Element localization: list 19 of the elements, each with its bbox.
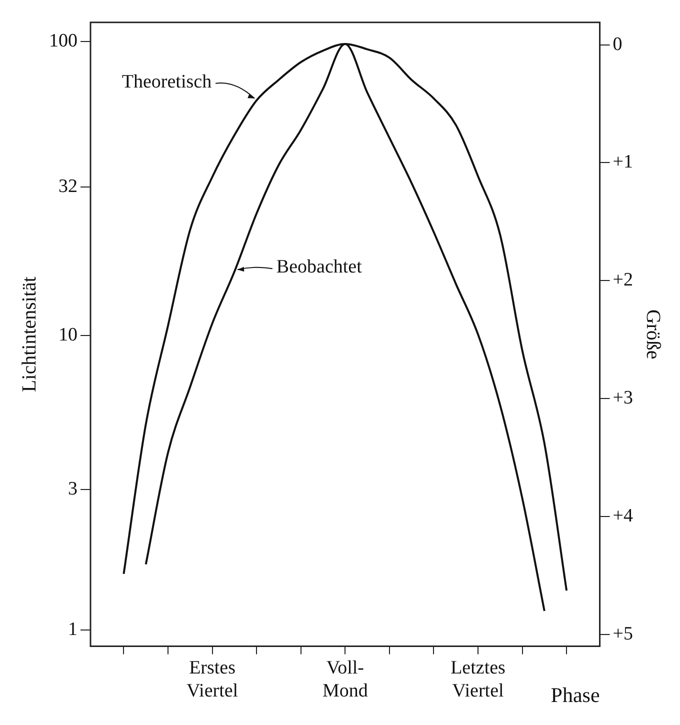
y2-tick-label: +2 <box>612 270 634 291</box>
y-tick-label: 100 <box>49 30 78 52</box>
text: Theoretisch <box>122 71 212 92</box>
y-tick-label: 32 <box>58 176 78 197</box>
y2-axis-title: Größe <box>642 309 664 360</box>
y2-tick-label: +3 <box>612 388 634 409</box>
x-tick-label: Erstes Viertel <box>186 658 238 702</box>
y-tick-label: 3 <box>68 478 78 500</box>
y-axis-title: Lichtintensität <box>18 276 40 392</box>
y2-tick-label: +1 <box>612 152 634 173</box>
x-tick-label: Letztes Viertel <box>450 658 506 702</box>
y2-tick-label: +5 <box>612 623 634 644</box>
x-axis-title: Phase <box>550 682 600 707</box>
y-tick-label: 1 <box>68 618 78 640</box>
y-tick-label: 10 <box>58 324 78 346</box>
y2-tick-label: +4 <box>612 505 634 526</box>
legend-label: Beobachtet <box>276 256 363 278</box>
y2-tick-label: 0 <box>612 34 622 55</box>
x-tick-label: Voll-Mond <box>322 658 368 702</box>
